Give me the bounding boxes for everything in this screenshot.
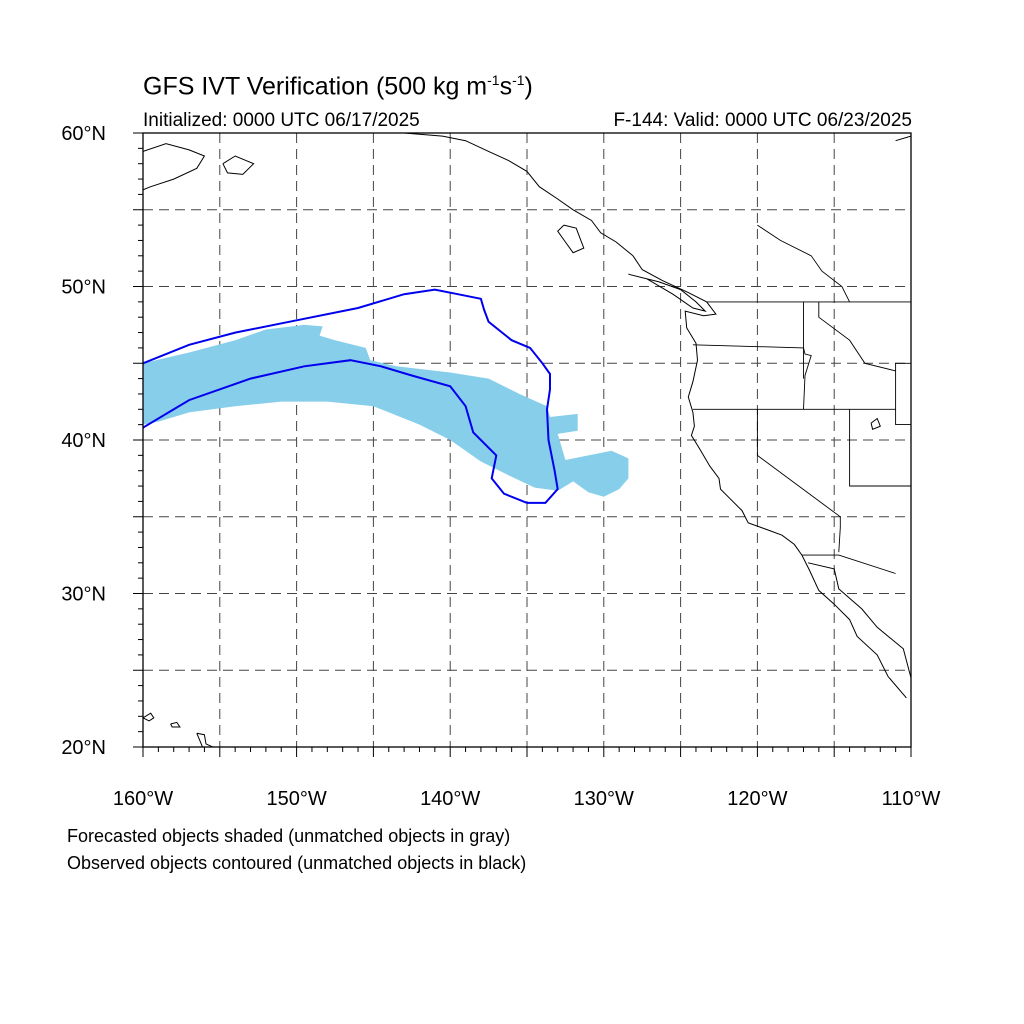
lon-label: 120°W bbox=[727, 788, 787, 810]
lat-label: 30°N bbox=[61, 584, 106, 606]
coastline bbox=[870, 417, 881, 430]
coastline bbox=[196, 732, 215, 747]
lon-label: 110°W bbox=[882, 788, 941, 810]
coastline bbox=[895, 135, 911, 142]
legend-observed-note: Observed objects contoured (unmatched ob… bbox=[67, 853, 527, 873]
legend-forecast-note: Forecasted objects shaded (unmatched obj… bbox=[67, 826, 511, 846]
lon-label: 130°W bbox=[574, 788, 634, 810]
boundary-line bbox=[849, 409, 911, 487]
axis-ticks bbox=[133, 132, 912, 757]
lon-label: 160°W bbox=[113, 788, 173, 810]
coastline bbox=[143, 712, 155, 722]
lon-label: 150°W bbox=[266, 788, 326, 810]
lat-label: 50°N bbox=[61, 277, 106, 299]
coastline bbox=[170, 721, 181, 728]
forecast-objects bbox=[143, 324, 629, 497]
lat-label: 20°N bbox=[61, 737, 106, 759]
coastlines bbox=[143, 133, 911, 747]
observed-ivt-contour bbox=[143, 288, 559, 504]
observed-objects bbox=[143, 288, 559, 504]
lon-label: 140°W bbox=[420, 788, 480, 810]
lat-label: 60°N bbox=[61, 123, 106, 145]
boundary-line bbox=[756, 409, 841, 553]
boundary-line bbox=[818, 301, 911, 372]
lat-label: 40°N bbox=[61, 430, 106, 452]
initialized-time: Initialized: 0000 UTC 06/17/2025 bbox=[143, 110, 420, 131]
boundary-line bbox=[757, 224, 851, 303]
boundary-line bbox=[692, 344, 812, 410]
valid-time: F-144: Valid: 0000 UTC 06/23/2025 bbox=[613, 110, 912, 131]
coastline bbox=[557, 224, 585, 254]
coastline bbox=[404, 133, 907, 699]
axis-labels: 60°N 50°N 40°N 30°N 20°N 160°W 150°W 140°W 130°W… bbox=[61, 123, 940, 810]
coastline bbox=[807, 562, 911, 679]
coastline bbox=[628, 273, 707, 313]
boundary-line bbox=[801, 554, 896, 574]
coastline bbox=[143, 143, 206, 191]
coastline bbox=[222, 155, 255, 175]
forecast-ivt-object bbox=[143, 324, 629, 497]
map-title: GFS IVT Verification (500 kg m-1s-1) bbox=[143, 72, 533, 101]
political-borders bbox=[692, 224, 911, 574]
boundary-line bbox=[895, 370, 911, 426]
